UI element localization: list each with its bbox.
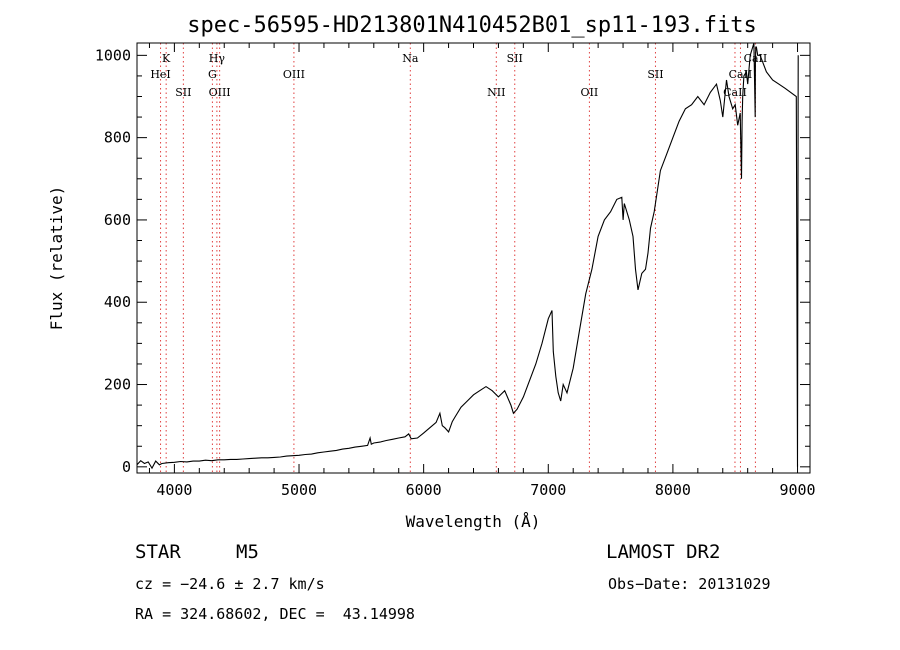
line-marker-label-11: SII [647,68,663,81]
plot-frame [136,42,811,474]
y-tick-label-3: 600 [104,211,131,229]
line-marker-label-8: NII [487,86,505,99]
line-marker-label-4: G [208,68,217,81]
x-axis-label: Wavelength (Å) [406,512,541,531]
object-class: STAR [135,541,181,563]
coordinates: RA = 324.68602, DEC = 43.14998 [135,605,415,623]
x-tick-label-3: 7000 [530,481,566,499]
x-tick-label-0: 4000 [156,481,192,499]
x-tick-label-2: 6000 [406,481,442,499]
y-axis: 0 200 400 600 800 1000 [95,46,810,476]
y-tick-label-2: 400 [104,293,131,311]
line-marker-label-0: K [162,52,171,65]
y-tick-label-1: 200 [104,376,131,394]
survey-name: LAMOST DR2 [606,541,721,563]
object-subclass: M5 [236,541,259,563]
chart-title: spec-56595-HD213801N410452B01_sp11-193.f… [187,13,757,38]
line-markers [160,43,756,473]
line-marker-label-3: Hγ [209,52,226,65]
line-marker-label-10: OII [581,86,599,99]
x-axis: 4000 5000 6000 7000 8000 9000 [148,43,816,499]
line-marker-label-1: HeI [150,68,170,81]
x-tick-label-4: 8000 [655,481,691,499]
line-marker-labels: KHeISIIHγGOIIIOIIINaNIISIIOIISIICaIICaII… [150,52,767,99]
y-axis-label: Flux (relative) [47,186,66,331]
spectrum-chart: spec-56595-HD213801N410452B01_sp11-193.f… [47,13,816,531]
line-marker-label-6: OIII [283,68,305,81]
obs-date: Obs−Date: 20131029 [608,575,771,593]
x-tick-label-1: 5000 [281,481,317,499]
line-marker-label-7: Na [402,52,419,65]
line-marker-label-5: OIII [209,86,231,99]
x-tick-label-5: 9000 [779,481,815,499]
y-tick-label-5: 1000 [95,46,131,64]
spectrum-line [136,42,799,470]
redshift-text: cz = −24.6 ± 2.7 km/s [135,575,325,593]
line-marker-label-2: SII [175,86,191,99]
y-tick-label-0: 0 [122,458,131,476]
line-marker-label-9: SII [507,52,523,65]
y-tick-label-4: 800 [104,129,131,147]
